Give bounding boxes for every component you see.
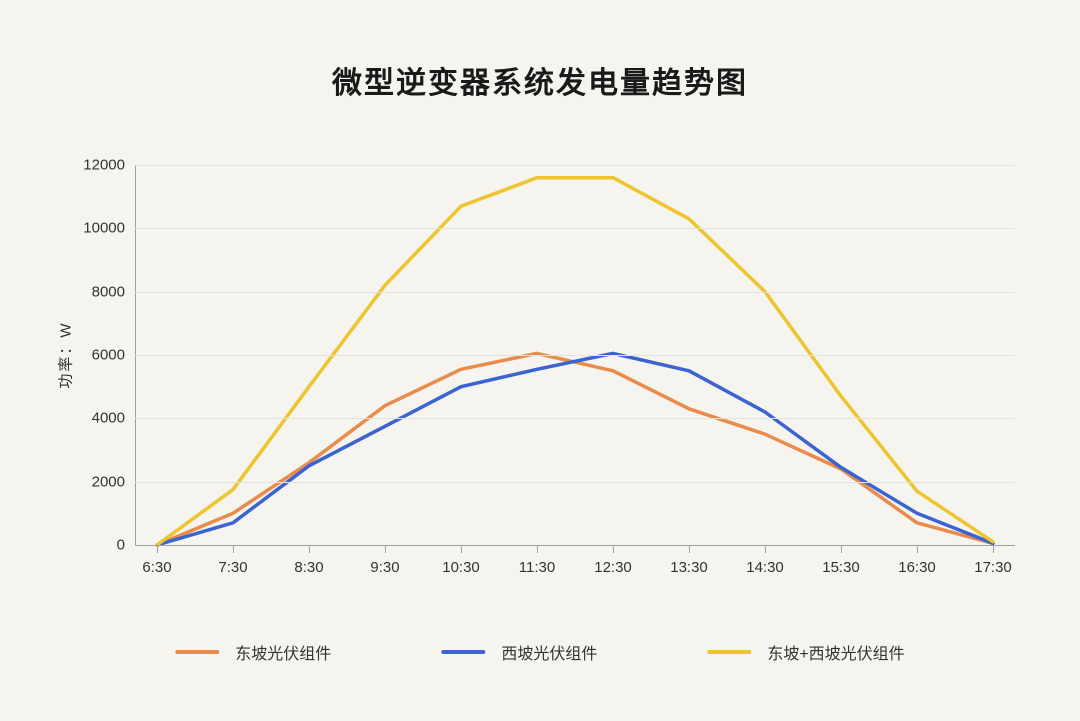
grid-line [135, 292, 1015, 293]
x-tick-label: 16:30 [898, 545, 936, 576]
y-tick-label: 4000 [92, 410, 135, 427]
y-tick-label: 2000 [92, 473, 135, 490]
x-tick-label: 7:30 [218, 545, 247, 576]
chart-container: 微型逆变器系统发电量趋势图 功率：W 020004000600080001000… [0, 0, 1080, 721]
x-tick-label: 6:30 [142, 545, 171, 576]
legend-swatch [441, 650, 485, 654]
grid-line [135, 418, 1015, 419]
x-tick-label: 13:30 [670, 545, 708, 576]
legend-item: 东坡+西坡光伏组件 [707, 640, 904, 664]
legend-swatch [707, 650, 751, 654]
x-tick-label: 15:30 [822, 545, 860, 576]
legend-swatch [175, 650, 219, 654]
y-tick-label: 10000 [83, 220, 135, 237]
plot-area: 0200040006000800010000120006:307:308:309… [135, 165, 1015, 545]
x-tick-label: 8:30 [294, 545, 323, 576]
y-tick-label: 8000 [92, 283, 135, 300]
x-tick-label: 10:30 [442, 545, 480, 576]
line-series [157, 353, 993, 545]
grid-line [135, 228, 1015, 229]
x-tick-label: 17:30 [974, 545, 1012, 576]
y-axis-label: 功率：W [55, 321, 76, 388]
x-tick-label: 11:30 [519, 545, 555, 576]
legend-label: 东坡+西坡光伏组件 [767, 640, 904, 664]
x-tick-label: 14:30 [746, 545, 784, 576]
chart-title: 微型逆变器系统发电量趋势图 [0, 58, 1080, 102]
grid-line [135, 165, 1015, 166]
legend-label: 东坡光伏组件 [235, 640, 331, 664]
grid-line [135, 355, 1015, 356]
grid-line [135, 482, 1015, 483]
legend-item: 西坡光伏组件 [441, 640, 597, 664]
legend: 东坡光伏组件 西坡光伏组件 东坡+西坡光伏组件 [175, 640, 904, 664]
legend-label: 西坡光伏组件 [501, 640, 597, 664]
x-tick-label: 12:30 [594, 545, 632, 576]
legend-item: 东坡光伏组件 [175, 640, 331, 664]
y-tick-label: 12000 [83, 157, 135, 174]
x-tick-label: 9:30 [370, 545, 399, 576]
y-tick-label: 0 [117, 537, 135, 554]
line-series [157, 353, 993, 545]
x-axis-line [135, 545, 1015, 546]
y-tick-label: 6000 [92, 347, 135, 364]
